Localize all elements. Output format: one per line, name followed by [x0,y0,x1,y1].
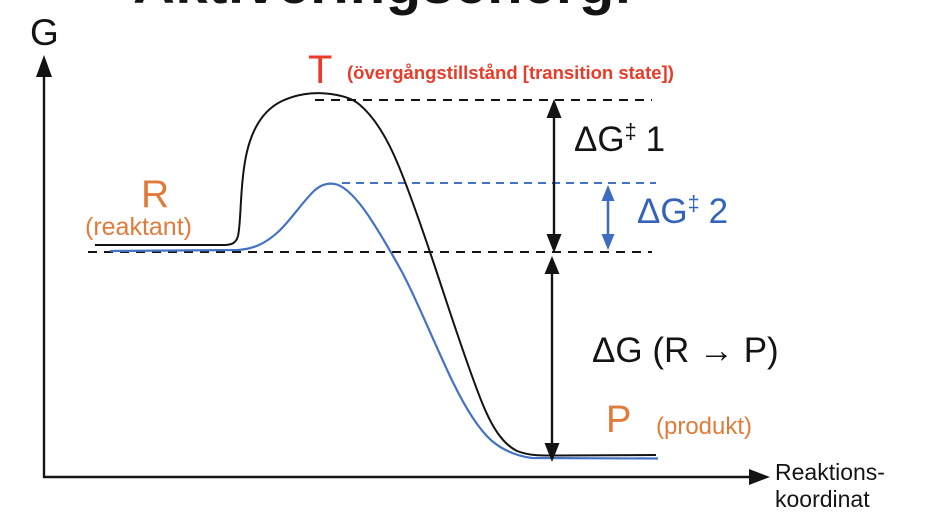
dg2-arrow-down-head-icon [601,234,615,250]
dgrp-arrow-down-head-icon [544,443,560,462]
page-title: Aktiveringsenergi [133,0,631,17]
y-axis-label: G [30,12,59,53]
transition-state-symbol: T [308,48,333,92]
transition-state-description: (övergångstillstånd [transition state]) [347,62,674,83]
dg2-double-dagger: ‡ [687,190,700,216]
dg2-number: 2 [708,192,729,231]
x-axis-label: Reaktions- koordinat [775,459,925,513]
dg-reaction-label: ΔG (R → P) [592,331,779,370]
dg1-double-dagger: ‡ [624,118,637,144]
y-axis-arrowhead-icon [36,55,52,77]
dgrp-arrow-up-head-icon [544,256,560,274]
x-axis-arrowhead-icon [749,469,770,485]
dg1-base: ΔG [574,120,625,159]
x-axis-label-line2: koordinat [775,486,870,512]
product-description: (produkt) [656,413,753,440]
dg1-number: 1 [645,120,666,159]
dg1-arrow-down-head-icon [546,234,562,253]
x-axis-label-line1: Reaktions- [775,459,885,485]
product-symbol: P [606,399,632,441]
low-barrier-curve [109,182,659,460]
dg1-arrow-up-head-icon [546,99,562,118]
reactant-description: (reaktant) [85,213,192,241]
dg2-label: ΔG‡ 2 [637,192,728,232]
dg1-label: ΔG‡ 1 [574,120,665,160]
high-barrier-curve [95,92,657,457]
dg2-arrow-up-head-icon [601,185,615,201]
reactant-symbol: R [141,173,170,216]
dg2-base: ΔG [637,192,688,231]
